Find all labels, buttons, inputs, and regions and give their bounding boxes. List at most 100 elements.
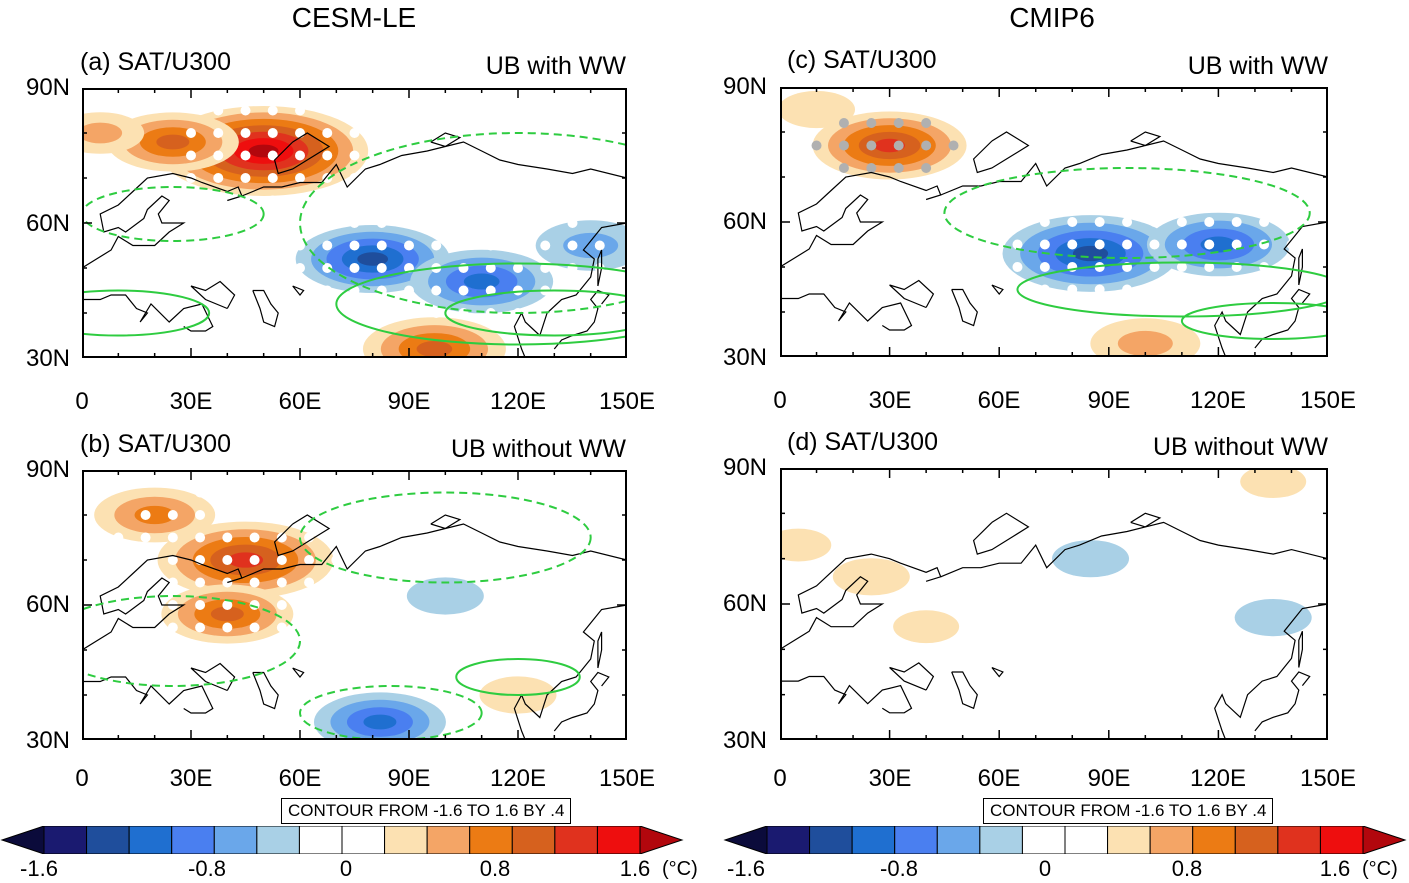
panel-d-xtick-30e: 30E — [850, 765, 930, 793]
significance-dot — [277, 623, 287, 633]
significance-dot — [812, 141, 822, 151]
anomaly-5 — [410, 250, 553, 314]
panel-c-xtick-90e: 90E — [1069, 387, 1149, 415]
significance-dot — [404, 308, 414, 318]
panel-c-xtick-150e: 150E — [1288, 387, 1368, 415]
colorbar-swatch-10 — [1150, 826, 1193, 854]
significance-dot — [195, 578, 205, 588]
colorbar-right-label-0: 0 — [1010, 856, 1080, 882]
significance-dot — [141, 533, 151, 543]
significance-dot — [250, 533, 260, 543]
significance-dot — [359, 623, 369, 633]
significance-dot — [985, 262, 995, 272]
significance-dot — [350, 308, 360, 318]
panel-a-ytick-30n: 30N — [0, 345, 70, 373]
anomaly-5-level-1 — [893, 610, 959, 643]
panel-d-xtick-120e: 120E — [1178, 765, 1258, 793]
panel-a-xtick-120e: 120E — [478, 388, 558, 416]
significance-dot — [295, 263, 305, 273]
panel-a-xtick-30e: 30E — [151, 388, 231, 416]
panel-c-label: (c) SAT/U300 — [787, 46, 937, 75]
colorbar-swatch-4 — [172, 826, 215, 854]
colorbar-swatch-3 — [129, 826, 172, 854]
significance-dot — [1149, 195, 1159, 205]
colorbar-right — [705, 826, 1409, 854]
significance-dot — [1067, 240, 1077, 250]
significance-dot — [113, 555, 123, 565]
significance-dot — [377, 196, 387, 206]
colorbar-swatch-13 — [555, 826, 598, 854]
significance-dot — [595, 286, 605, 296]
panel-b-xtick-90e: 90E — [369, 765, 449, 793]
significance-dot — [331, 645, 341, 655]
anomaly-3 — [161, 584, 293, 643]
significance-dot — [1177, 240, 1187, 250]
significance-dot — [459, 218, 469, 228]
significance-dot — [1204, 217, 1214, 227]
significance-dot — [250, 578, 260, 588]
significance-dot — [431, 308, 441, 318]
colorbar-swatch-11 — [470, 826, 513, 854]
significance-dot — [404, 286, 414, 296]
colorbar-swatch-14 — [597, 826, 640, 854]
significance-dot — [277, 600, 287, 610]
significance-dot — [1259, 285, 1269, 295]
contour-note-left: CONTOUR FROM -1.6 TO 1.6 BY .4 — [281, 798, 571, 824]
colorbar-swatch-3 — [852, 826, 895, 854]
significance-dot — [1232, 195, 1242, 205]
significance-dot — [894, 163, 904, 173]
significance-dot — [1177, 285, 1187, 295]
significance-dot — [322, 218, 332, 228]
colorbar-right-unit: (°C) — [1362, 858, 1398, 881]
panel-a-xtick-90e: 90E — [369, 388, 449, 416]
anomaly-1 — [833, 558, 910, 595]
colorbar-triangle-left — [2, 826, 44, 854]
panel-c-ytick-90n: 90N — [697, 73, 767, 101]
significance-dot — [1012, 195, 1022, 205]
anomaly-5-level-4 — [363, 715, 396, 730]
significance-dot — [568, 218, 578, 228]
significance-dot — [241, 173, 251, 183]
significance-dot — [359, 533, 369, 543]
significance-dot — [459, 196, 469, 206]
colorbar-swatch-10 — [427, 826, 470, 854]
anomaly-4-level-1 — [1235, 599, 1312, 636]
panel-a-xtick-0: 0 — [42, 388, 122, 416]
colorbar-swatch-6 — [257, 826, 300, 854]
significance-dot — [921, 163, 931, 173]
significance-dot — [168, 510, 178, 520]
panel-d-case: UB without WW — [1108, 433, 1328, 462]
significance-dot — [1067, 217, 1077, 227]
significance-dot — [1177, 217, 1187, 227]
significance-dot — [168, 533, 178, 543]
colorbar-swatch-4 — [895, 826, 938, 854]
panel-d-label: (d) SAT/U300 — [787, 428, 938, 457]
colorbar-swatch-1 — [767, 826, 810, 854]
significance-dot — [295, 151, 305, 161]
significance-dot — [331, 623, 341, 633]
colorbar-right-label-neg16: -1.6 — [711, 856, 781, 882]
colorbar-triangle-right — [1363, 826, 1405, 854]
significance-dot — [459, 286, 469, 296]
significance-dot — [1204, 285, 1214, 295]
significance-dot — [1040, 240, 1050, 250]
significance-dot — [568, 241, 578, 251]
anomaly-3 — [1052, 540, 1129, 577]
panel-a-ytick-60n: 60N — [0, 210, 70, 238]
colorbar-swatch-5 — [937, 826, 980, 854]
significance-dot — [141, 645, 151, 655]
significance-dot — [958, 240, 968, 250]
significance-dot — [213, 151, 223, 161]
map-a — [82, 88, 627, 358]
significance-dot — [350, 173, 360, 183]
significance-dot — [268, 196, 278, 206]
colorbar-swatch-7 — [299, 826, 342, 854]
significance-dot — [1040, 217, 1050, 227]
colorbar-swatch-12 — [512, 826, 555, 854]
significance-dot — [141, 578, 151, 588]
significance-dot — [222, 533, 232, 543]
significance-dot — [195, 645, 205, 655]
significance-dot — [295, 128, 305, 138]
significance-dot — [277, 578, 287, 588]
colorbar-swatch-12 — [1235, 826, 1278, 854]
